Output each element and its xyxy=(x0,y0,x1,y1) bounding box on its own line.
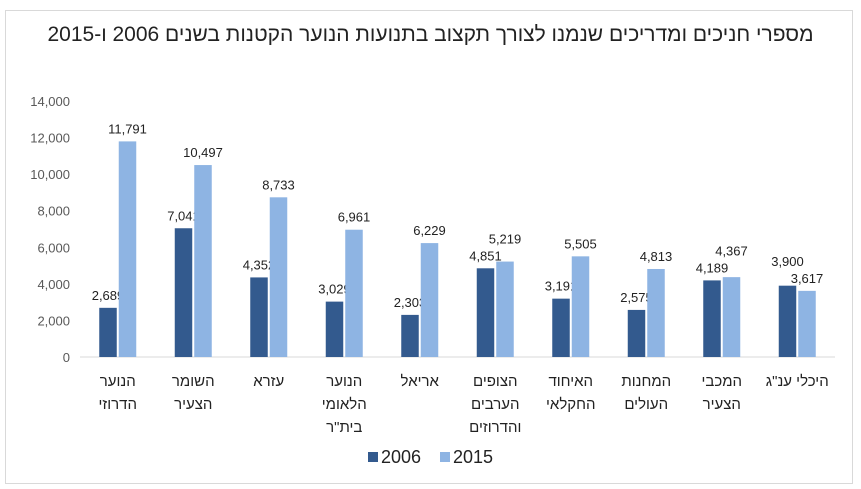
bar-2015 xyxy=(722,277,741,357)
legend-swatch-2015 xyxy=(440,452,450,462)
bar-2006 xyxy=(401,314,419,357)
data-label-2006: 2,303 xyxy=(394,295,427,310)
category-label: הנוער xyxy=(100,373,136,390)
category-label: השומר xyxy=(172,373,215,390)
bar-2006 xyxy=(99,307,117,357)
category-label: היכלי ענ"ג xyxy=(766,373,829,390)
bar-2006 xyxy=(703,280,721,357)
category-label: הדרוזי xyxy=(99,396,137,413)
legend-label-2015: 2015 xyxy=(453,447,493,467)
bar-2015 xyxy=(118,141,137,357)
bar-2006 xyxy=(778,285,797,357)
data-label-2015: 6,229 xyxy=(413,223,446,238)
data-label-2015: 4,367 xyxy=(715,243,748,258)
category-label: בית"ר xyxy=(326,419,362,436)
legend-label-2006: 2006 xyxy=(381,447,421,467)
bar-2015 xyxy=(420,243,439,357)
bar-2006 xyxy=(174,228,193,357)
data-label-2006: 3,029 xyxy=(318,282,351,297)
category-label: אריאל xyxy=(401,373,440,390)
bar-2015 xyxy=(269,197,288,357)
y-tick-label: 0 xyxy=(63,350,70,365)
data-label-2015: 11,791 xyxy=(108,121,147,136)
y-tick-label: 14,000 xyxy=(30,94,70,109)
data-label-2006: 4,352 xyxy=(243,257,276,272)
y-tick-label: 8,000 xyxy=(37,204,70,219)
data-label-2006: 4,189 xyxy=(696,260,729,275)
category-label: הצופים xyxy=(473,373,518,390)
data-label-2015: 10,497 xyxy=(183,145,223,160)
data-label-2015: 4,813 xyxy=(640,249,673,264)
bar-2015 xyxy=(194,165,212,357)
category-label: עזרא xyxy=(253,373,284,390)
category-label: הצעיר xyxy=(703,396,741,413)
bar-2015 xyxy=(647,268,665,357)
y-tick-label: 2,000 xyxy=(37,313,70,328)
data-label-2015: 5,219 xyxy=(489,231,522,246)
bar-2015 xyxy=(571,256,590,357)
category-label: המכבי xyxy=(701,373,742,390)
category-label: הלאומי xyxy=(322,396,367,413)
category-label: הנוער xyxy=(326,373,362,390)
y-tick-label: 12,000 xyxy=(30,131,70,146)
bar-2006 xyxy=(250,277,268,357)
y-tick-label: 10,000 xyxy=(30,167,70,182)
data-label-2006: 4,851 xyxy=(469,248,502,263)
category-label: החקלאי xyxy=(546,396,596,413)
y-tick-label: 6,000 xyxy=(37,240,70,255)
bar-2015 xyxy=(345,229,363,357)
bar-2015 xyxy=(496,261,514,357)
bar-2015 xyxy=(798,290,816,357)
data-label-2006: 2,689 xyxy=(92,288,125,303)
data-label-2006: 2,575 xyxy=(620,290,653,305)
category-label: הצעיר xyxy=(174,396,212,413)
bar-2006 xyxy=(552,298,570,357)
data-label-2015: 8,733 xyxy=(262,177,295,192)
category-label: העולים xyxy=(624,396,668,413)
data-label-2006: 3,191 xyxy=(545,279,578,294)
data-label-2015: 5,505 xyxy=(564,236,597,251)
data-label-2006: 7,041 xyxy=(167,208,200,223)
y-tick-label: 4,000 xyxy=(37,277,70,292)
category-label: המחנות xyxy=(621,373,671,390)
bar-2006 xyxy=(476,268,495,357)
legend-swatch-2006 xyxy=(368,452,378,462)
bar-2006 xyxy=(325,301,344,357)
category-label: הערבים xyxy=(471,396,520,413)
data-label-2006: 3,900 xyxy=(771,254,804,269)
category-label: והדרוזים xyxy=(469,419,521,436)
chart-title: מספרי חניכים ומדריכים שנמנו לצורך תקצוב … xyxy=(47,23,814,46)
category-label: האיחוד xyxy=(548,373,593,390)
data-label-2015: 6,961 xyxy=(338,210,371,225)
data-label-2015: 3,617 xyxy=(791,271,824,286)
bar-2006 xyxy=(627,309,646,357)
